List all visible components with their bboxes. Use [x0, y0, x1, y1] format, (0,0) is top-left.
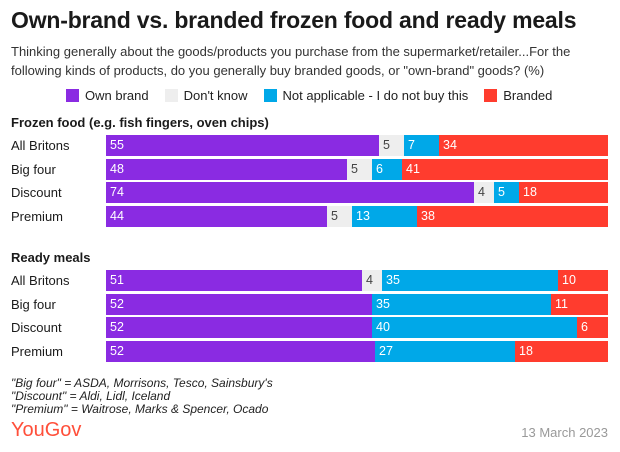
bar-row-discount: 74 4 5 18: [106, 182, 608, 204]
row-label-all-britons: All Britons: [11, 138, 70, 153]
data-label: 40: [376, 320, 390, 335]
data-label: 52: [110, 344, 124, 359]
data-label: 34: [443, 138, 457, 152]
bar-segment-own-brand: 55: [106, 135, 379, 156]
footnote-discount: "Discount" = Aldi, Lidl, Iceland: [11, 389, 171, 403]
row-label-big-four: Big four: [11, 161, 56, 177]
publish-date: 13 March 2023: [521, 425, 608, 440]
legend-item-not-applicable: Not applicable - I do not buy this: [263, 88, 469, 103]
bar-segment-branded: 41: [402, 158, 608, 180]
chart-subtitle: Thinking generally about the goods/produ…: [11, 44, 571, 78]
bar-row-premium: 52 27 18: [106, 341, 608, 363]
bar-segment-not-applicable: 40: [372, 317, 577, 339]
bar-segment-own-brand: 74: [106, 182, 474, 204]
legend-swatch-not-applicable: [263, 89, 277, 102]
legend-label-own-brand: Own brand: [85, 88, 149, 103]
row-label-discount: Discount: [11, 320, 62, 336]
row-label-discount: Discount: [11, 185, 62, 201]
bar-segment-dont-know: 4: [362, 270, 382, 291]
row-label-premium: Premium: [11, 209, 64, 225]
data-label: 41: [406, 161, 420, 176]
data-label: 4: [478, 185, 485, 200]
data-label: 44: [110, 209, 124, 224]
data-label: 7: [408, 138, 415, 152]
data-label: 10: [562, 273, 576, 287]
data-label: 13: [356, 209, 370, 224]
bar-segment-not-applicable: 5: [494, 182, 519, 204]
legend-label-branded: Branded: [503, 88, 553, 103]
legend-swatch-branded: [484, 89, 498, 102]
data-label: 74: [110, 185, 124, 200]
bar-segment-own-brand: 51: [106, 270, 362, 291]
data-label: 18: [523, 185, 537, 200]
bar-segment-dont-know: 5: [379, 135, 404, 156]
bar-segment-own-brand: 48: [106, 158, 347, 180]
bar-segment-not-applicable: 27: [375, 341, 515, 363]
data-label: 5: [331, 209, 338, 224]
bar-segment-not-applicable: 6: [372, 158, 402, 180]
legend-label-not-applicable: Not applicable - I do not buy this: [282, 88, 469, 103]
bar-segment-own-brand: 52: [106, 293, 372, 315]
legend-item-own-brand: Own brand: [66, 88, 149, 103]
data-label: 55: [110, 138, 124, 152]
bar-segment-branded: 38: [417, 206, 608, 228]
bar-segment-not-applicable: 13: [352, 206, 417, 228]
footnotes: "Big four" = ASDA, Morrisons, Tesco, Sai…: [11, 377, 273, 416]
data-label: 5: [383, 138, 390, 152]
data-label: 48: [110, 161, 124, 176]
bar-segment-branded: 11: [551, 293, 608, 315]
data-label: 4: [366, 273, 373, 287]
data-label: 52: [110, 296, 124, 311]
bar-row-discount: 52 40 6: [106, 317, 608, 339]
bar-row-all-britons: 55 5 7 34: [106, 135, 608, 156]
legend-swatch-dont-know: [164, 89, 178, 102]
legend-item-branded: Branded: [484, 88, 552, 103]
legend-label-dont-know: Don't know: [183, 88, 248, 103]
row-label-all-britons: All Britons: [11, 273, 70, 288]
bar-segment-branded: 18: [515, 341, 608, 363]
group-title-frozen-food: Frozen food (e.g. fish fingers, oven chi…: [11, 115, 269, 130]
bar-segment-branded: 18: [519, 182, 608, 204]
bar-segment-not-applicable: 35: [382, 270, 558, 291]
bar-segment-dont-know: 4: [474, 182, 494, 204]
bar-segment-not-applicable: 35: [372, 293, 551, 315]
yougov-logo: YouGov: [11, 419, 82, 441]
row-label-big-four: Big four: [11, 296, 56, 312]
legend: Own brand Don't know Not applicable - I …: [66, 88, 568, 103]
data-label: 35: [376, 296, 390, 311]
data-label: 6: [581, 320, 588, 335]
bar-segment-branded: 34: [439, 135, 608, 156]
data-label: 51: [110, 273, 124, 287]
data-label: 38: [421, 209, 435, 224]
bar-segment-own-brand: 52: [106, 317, 372, 339]
data-label: 6: [376, 161, 383, 176]
group-title-ready-meals: Ready meals: [11, 250, 91, 265]
bar-segment-not-applicable: 7: [404, 135, 439, 156]
bar-row-all-britons: 51 4 35 10: [106, 270, 608, 291]
bar-segment-branded: 6: [577, 317, 608, 339]
chart-title: Own-brand vs. branded frozen food and re…: [11, 7, 577, 33]
footnote-big-four: "Big four" = ASDA, Morrisons, Tesco, Sai…: [11, 376, 273, 390]
bar-segment-dont-know: 5: [347, 158, 372, 180]
footnote-premium: "Premium" = Waitrose, Marks & Spencer, O…: [11, 402, 269, 416]
data-label: 35: [386, 273, 400, 287]
bar-row-premium: 44 5 13 38: [106, 206, 608, 228]
bar-segment-dont-know: 5: [327, 206, 352, 228]
data-label: 52: [110, 320, 124, 335]
data-label: 18: [519, 344, 533, 359]
data-label: 27: [379, 344, 393, 359]
bar-row-big-four: 48 5 6 41: [106, 158, 608, 180]
legend-item-dont-know: Don't know: [164, 88, 248, 103]
bar-row-big-four: 52 35 11: [106, 293, 608, 315]
legend-swatch-own-brand: [66, 89, 79, 102]
data-label: 11: [555, 296, 568, 311]
row-label-premium: Premium: [11, 344, 64, 360]
bar-segment-own-brand: 44: [106, 206, 327, 228]
bar-segment-branded: 10: [558, 270, 608, 291]
data-label: 5: [498, 185, 505, 200]
data-label: 5: [351, 161, 358, 176]
bar-segment-own-brand: 52: [106, 341, 375, 363]
